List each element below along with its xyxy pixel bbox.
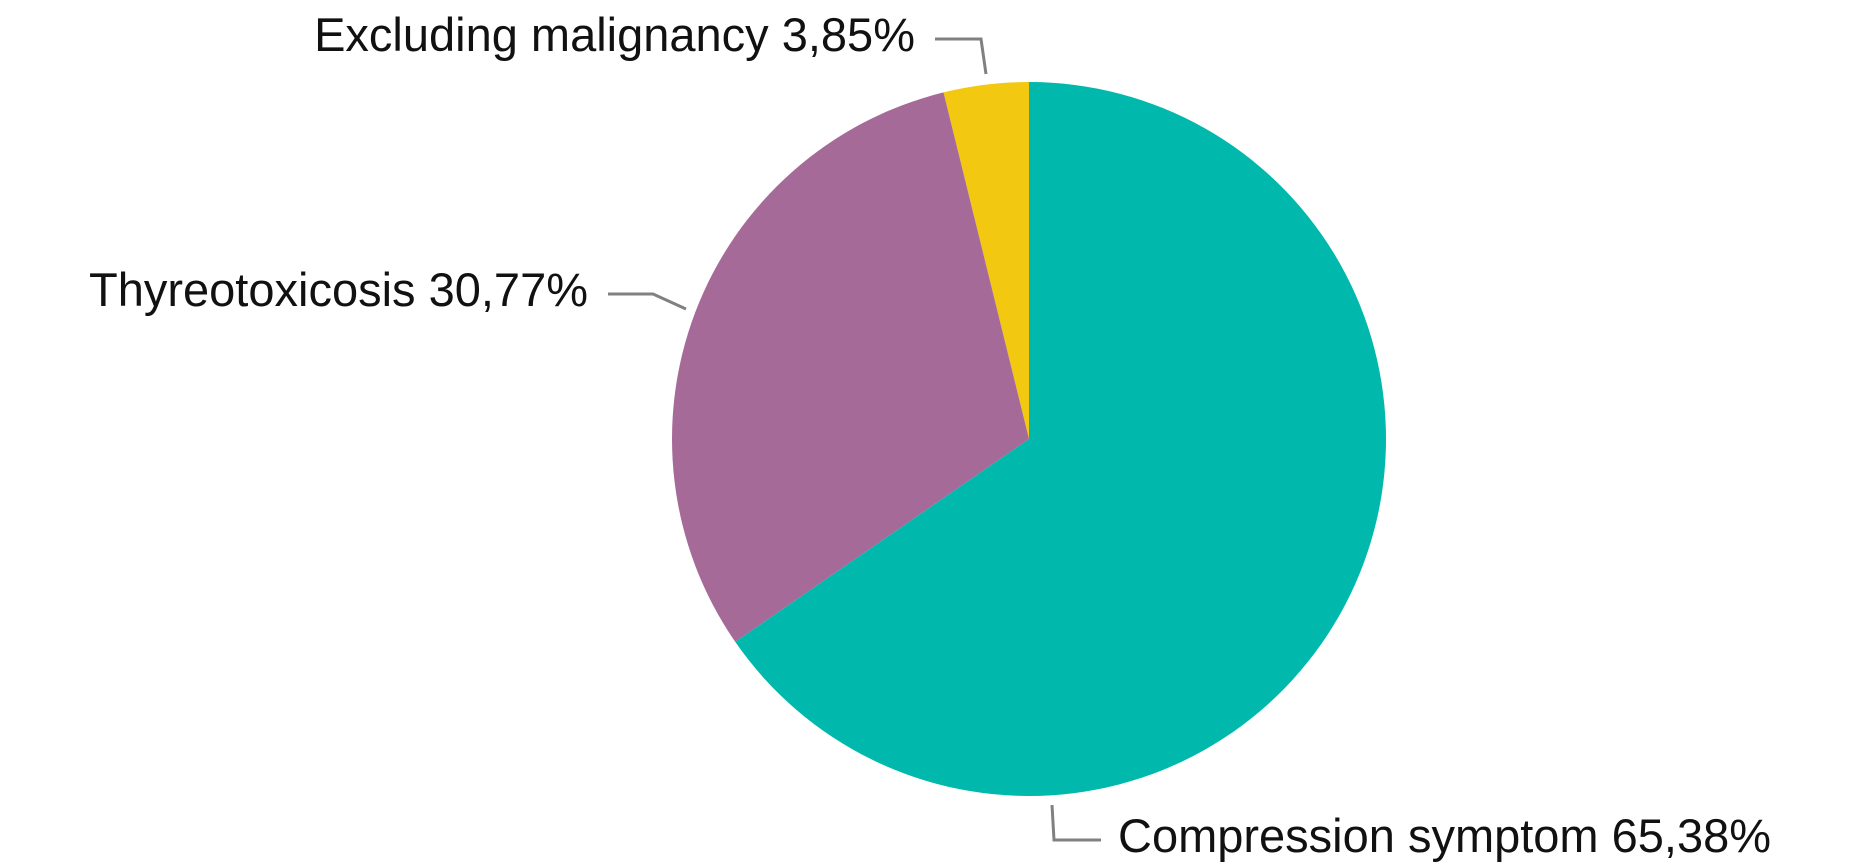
slice-label: Excluding malignancy 3,85% (314, 8, 915, 61)
slice-label: Compression symptom 65,38% (1118, 809, 1771, 862)
category-label: Excluding malignancy (314, 8, 769, 61)
category-label: Thyreotoxicosis (89, 263, 416, 316)
leader-line (1050, 804, 1101, 842)
pie-slice (735, 82, 1386, 796)
value-label: 65,38% (1612, 809, 1771, 862)
pie-slice (672, 92, 1029, 642)
leader-line (935, 37, 988, 75)
value-label: 30,77% (429, 263, 588, 316)
leader-line (608, 292, 687, 311)
slice-label: Thyreotoxicosis 30,77% (89, 263, 588, 316)
pie-slice (943, 82, 1029, 439)
value-label: 3,85% (782, 8, 915, 61)
category-label: Compression symptom (1118, 809, 1599, 862)
